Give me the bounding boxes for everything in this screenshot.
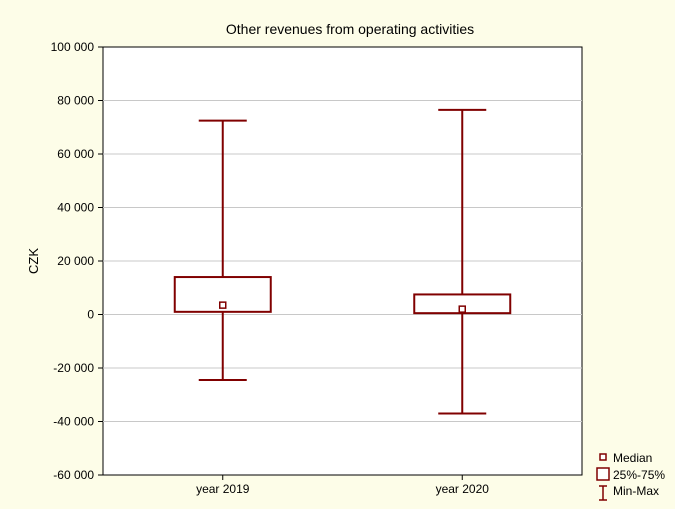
chart-title: Other revenues from operating activities (226, 21, 474, 37)
legend-label: Min-Max (613, 484, 659, 498)
median-marker (219, 301, 227, 309)
x-axis-ticks: year 2019 year 2020 (196, 475, 489, 496)
legend-iqr-swatch (596, 467, 610, 481)
grid-lines (103, 100, 582, 422)
x-tick-label: year 2019 (196, 482, 250, 496)
y-tick-label: -20 000 (53, 361, 94, 375)
legend-label: Median (613, 451, 652, 465)
y-tick-label: 0 (87, 308, 94, 322)
x-tick-label: year 2020 (436, 482, 490, 496)
y-tick-label: 80 000 (57, 94, 94, 108)
y-tick-label: -40 000 (53, 415, 94, 429)
y-tick-label: -60 000 (53, 468, 94, 482)
box-series (173, 108, 512, 415)
y-tick-label: 100 000 (51, 40, 95, 54)
y-axis-ticks: 100 000 80 000 60 000 40 000 20 000 0 -20 000 -… (51, 40, 103, 482)
box-1 (173, 119, 272, 382)
box-2 (413, 108, 512, 415)
legend-label: 25%-75% (613, 468, 665, 482)
y-axis-label: CZK (26, 248, 41, 274)
y-tick-label: 20 000 (57, 254, 94, 268)
chart-legend: Median 25%-75% Min-Max (596, 451, 665, 501)
y-tick-label: 40 000 (57, 201, 94, 215)
legend-median-swatch (599, 453, 607, 461)
median-marker (458, 305, 466, 313)
iqr-box (413, 293, 512, 315)
y-tick-label: 60 000 (57, 147, 94, 161)
